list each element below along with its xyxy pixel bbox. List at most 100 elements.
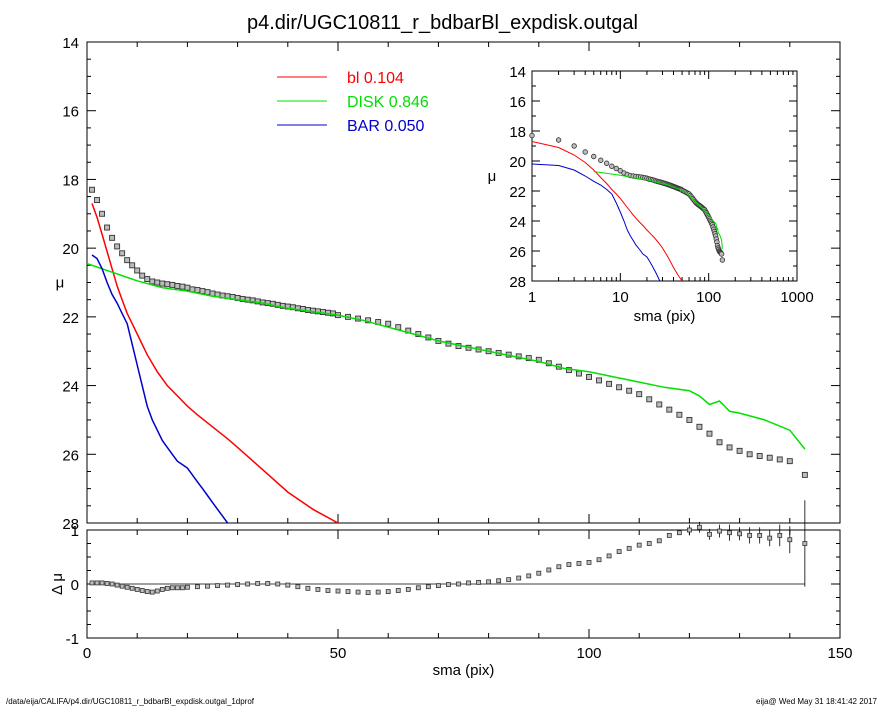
data-point	[706, 430, 713, 437]
residual-y-tick-label: 1	[71, 523, 79, 540]
data-point	[716, 439, 723, 446]
footer-file-path: /data/eija/CALIFA/p4.dir/UGC10811_r_bdba…	[6, 697, 255, 706]
residual-point	[556, 564, 562, 570]
data-point	[99, 210, 106, 217]
inset-y-tick-label: 26	[509, 244, 526, 261]
inset-series-line-bl	[532, 141, 683, 281]
data-point	[626, 387, 633, 394]
inset-x-tick-label: 10	[612, 289, 629, 306]
data-point	[786, 458, 793, 465]
residual-point	[687, 527, 692, 533]
residual-point	[295, 584, 301, 590]
inset-series-line-bar	[532, 163, 661, 281]
inset-x-tick-label: 1000	[780, 289, 813, 306]
residual-x-tick-label: 100	[576, 645, 601, 662]
residual-point	[195, 584, 200, 590]
inset-y-tick-label: 14	[509, 64, 526, 81]
residual-point	[104, 581, 110, 586]
residual-point	[626, 545, 632, 551]
data-point	[736, 447, 743, 454]
residual-point	[506, 577, 512, 583]
data-point	[139, 272, 146, 279]
inset-data-point	[582, 149, 588, 155]
main-y-tick-label: 28	[62, 516, 79, 533]
residual-point	[526, 573, 532, 579]
data-point	[686, 416, 693, 423]
inset-data-point	[718, 251, 725, 257]
residual-point	[616, 549, 622, 554]
residual-point	[727, 530, 732, 536]
data-point	[174, 282, 181, 289]
series-line-bar	[91, 254, 229, 523]
residual-point	[169, 585, 175, 591]
data-point	[134, 267, 141, 274]
residual-point	[747, 533, 753, 538]
residual-point	[124, 584, 130, 590]
residual-y-tick-label: 0	[71, 577, 79, 594]
residual-point	[355, 589, 361, 595]
data-point	[646, 396, 653, 403]
series-line-bl	[91, 203, 339, 523]
legend-label-disk: DISK 0.846	[347, 94, 429, 111]
data-point	[109, 234, 116, 241]
data-point	[726, 444, 733, 451]
residual-point	[707, 531, 712, 537]
data-point	[596, 377, 602, 384]
residual-point	[466, 580, 471, 586]
data-point	[676, 411, 683, 418]
residual-point	[777, 533, 783, 538]
data-point	[756, 453, 763, 459]
residual-point	[89, 580, 95, 586]
residual-point	[767, 535, 773, 541]
residual-point	[275, 581, 281, 587]
residual-point	[99, 580, 105, 586]
residual-point	[114, 582, 120, 588]
data-point	[89, 186, 95, 193]
data-point	[576, 370, 582, 377]
inset-y-tick-label: 20	[509, 154, 526, 171]
inset-data-point	[598, 157, 604, 163]
inset-y-tick-label: 16	[509, 94, 526, 111]
data-point	[204, 289, 211, 296]
main-y-tick-label: 22	[62, 310, 79, 327]
data-point	[184, 284, 191, 291]
data-point	[164, 281, 171, 288]
main-y-tick-label: 20	[62, 241, 79, 258]
inset-y-tick-label: 28	[509, 274, 526, 291]
data-point	[606, 380, 613, 387]
data-point	[154, 279, 161, 286]
data-point	[104, 224, 111, 231]
data-point	[94, 197, 100, 203]
residual-point	[802, 541, 808, 546]
residual-point	[697, 524, 702, 530]
residual-point	[787, 537, 793, 543]
inset-y-axis-label: μ	[488, 168, 497, 185]
legend-label-bar: BAR 0.050	[347, 118, 424, 135]
inset-series-line-disk	[593, 171, 723, 249]
data-point	[586, 374, 592, 380]
residual-point	[676, 530, 682, 536]
residual-point	[184, 584, 190, 590]
data-point	[776, 456, 783, 463]
residual-point	[476, 579, 481, 585]
main-y-tick-label: 24	[62, 379, 79, 396]
residual-point	[656, 538, 662, 544]
data-point	[746, 451, 753, 458]
data-point	[169, 281, 176, 288]
residual-point	[666, 533, 672, 538]
residual-point	[365, 590, 371, 596]
residual-x-tick-label: 50	[330, 645, 347, 662]
residual-point	[566, 562, 572, 567]
residual-point	[129, 585, 135, 591]
data-point	[636, 391, 643, 398]
residual-point	[335, 588, 341, 594]
data-point	[696, 423, 703, 430]
residual-x-axis-label: sma (pix)	[433, 662, 495, 679]
main-y-tick-label: 18	[62, 172, 79, 189]
residual-point	[536, 570, 542, 576]
residual-point	[94, 580, 100, 586]
residual-point	[174, 585, 180, 591]
residual-point	[119, 583, 125, 589]
residual-point	[385, 589, 391, 594]
inset-y-tick-label: 22	[509, 184, 526, 201]
